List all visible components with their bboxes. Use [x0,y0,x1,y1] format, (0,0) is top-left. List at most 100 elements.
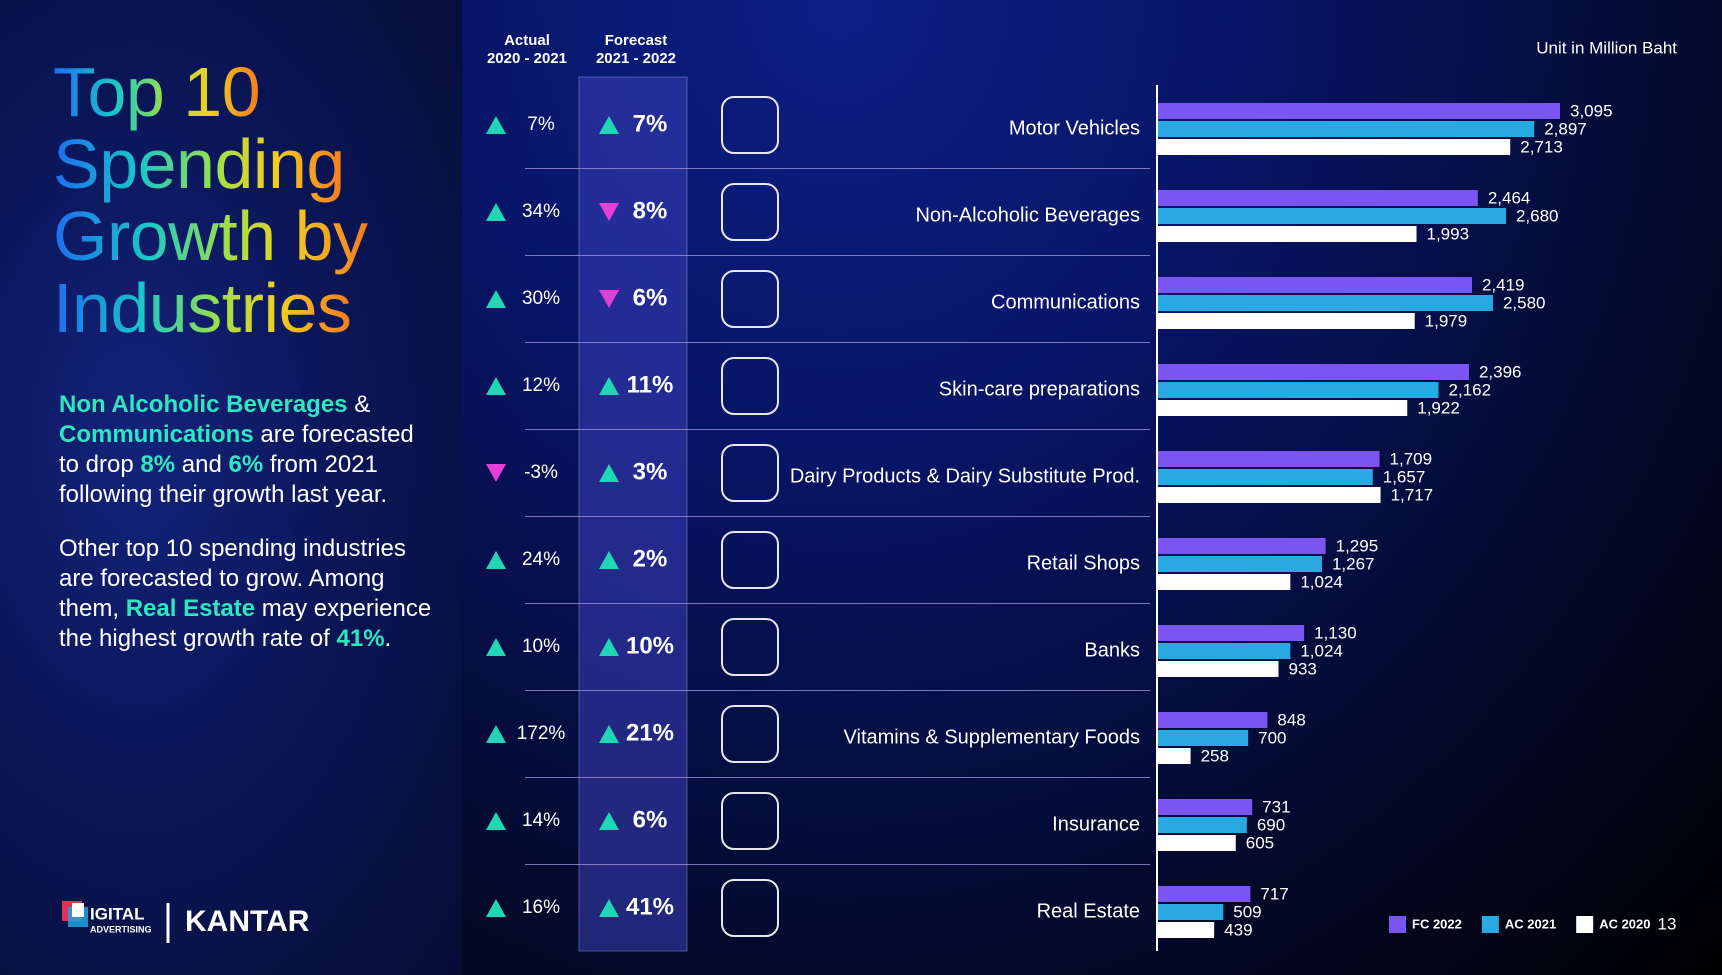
actual-value: 30% [522,288,560,309]
actual-arrow [486,551,506,569]
actual-value: 12% [522,375,560,396]
actual-value: 24% [522,549,560,570]
forecast-arrow [599,203,619,221]
logo-square [72,903,84,917]
text: and [175,451,229,478]
actual-arrow [486,899,506,917]
text: from 2021 following their growth last ye… [59,451,388,508]
bar [1157,208,1506,224]
forecast-arrow [599,464,619,482]
actual-value: 10% [522,636,560,657]
category-label: Skin-care preparations [939,378,1140,400]
value-label: 1,024 [1300,572,1343,591]
value-label: 258 [1201,746,1229,765]
value-label: 2,396 [1479,362,1522,381]
actual-arrow [486,377,506,395]
bar [1157,748,1191,764]
industry-icon [721,444,779,502]
bar [1157,400,1408,416]
actual-value: 14% [522,810,560,831]
value-label: 1,130 [1314,623,1357,642]
actual-arrow [486,203,506,221]
legend-label: AC 2020 [1599,916,1650,931]
category-label: Dairy Products & Dairy Substitute Prod. [790,465,1140,487]
industry-icon [721,531,779,589]
bar [1157,364,1469,380]
bar [1157,538,1326,554]
actual-arrow [486,725,506,743]
column-header: 2020 - 2021 [487,50,567,67]
logo-kantar: KANTAR [185,905,310,938]
bar [1157,451,1380,467]
value-label: 439 [1224,920,1252,939]
industry-icon [721,357,779,415]
text: may experience the highest growth rate o… [59,595,432,652]
forecast-value: 21% [626,719,674,746]
value-label: 1,267 [1332,554,1375,573]
forecast-value: 11% [627,371,674,398]
forecast-value: 7% [633,110,668,137]
bar [1157,886,1251,902]
legend-swatch [1389,916,1406,933]
actual-arrow [486,812,506,830]
value-label: 1,024 [1300,641,1343,660]
text: . [384,625,392,652]
value-label: 2,419 [1482,275,1525,294]
value-label: 1,922 [1417,398,1460,417]
value-label: 2,162 [1449,380,1492,399]
bar [1157,799,1253,815]
category-label: Motor Vehicles [1009,117,1140,139]
category-label: Banks [1084,639,1140,661]
bar [1157,835,1236,851]
value-label: 3,095 [1570,101,1613,120]
value-label: 1,295 [1336,536,1379,555]
value-label: 1,717 [1391,485,1434,504]
forecast-arrow [599,377,619,395]
actual-value: 172% [517,723,566,744]
highlight-text: 6% [228,451,264,478]
bar [1157,487,1381,503]
paragraph: Non Alcoholic Beverages & Communications… [59,390,439,510]
page-number: 13 [1658,914,1677,933]
bar [1157,295,1493,311]
category-label: Non-Alcoholic Beverages [915,204,1140,226]
title-text: Top 10 Spending Growth by Industries [53,53,368,347]
value-label: 731 [1262,797,1290,816]
highlight-text: Communications [59,421,254,448]
bar [1157,103,1560,119]
industry-icon [721,270,779,328]
bar [1157,469,1373,485]
bar [1157,730,1249,746]
industry-icon [721,879,779,937]
bar [1157,313,1415,329]
forecast-arrow [599,725,619,743]
bar [1157,661,1279,677]
legend-swatch [1576,916,1594,933]
industry-icon [721,618,779,676]
bar [1157,190,1478,206]
value-label: 717 [1260,884,1288,903]
actual-arrow [486,464,506,482]
value-label: 1,709 [1390,449,1433,468]
text: & [347,391,371,418]
bar [1157,556,1322,572]
value-label: 2,897 [1544,119,1587,138]
bar [1157,922,1215,938]
legend-label: AC 2021 [1505,916,1556,931]
bar [1157,121,1535,137]
category-label: Insurance [1052,813,1140,835]
value-label: 605 [1246,833,1274,852]
value-label: 2,580 [1503,293,1546,312]
bar [1157,817,1247,833]
forecast-arrow [599,812,619,830]
value-label: 1,657 [1383,467,1426,486]
column-header: Actual [504,32,550,49]
bar [1157,574,1291,590]
value-label: 2,713 [1520,137,1563,156]
title: Top 10 Spending Growth by Industries [53,56,443,344]
bar [1157,139,1511,155]
legend-swatch [1481,916,1499,933]
category-label: Retail Shops [1027,552,1140,574]
